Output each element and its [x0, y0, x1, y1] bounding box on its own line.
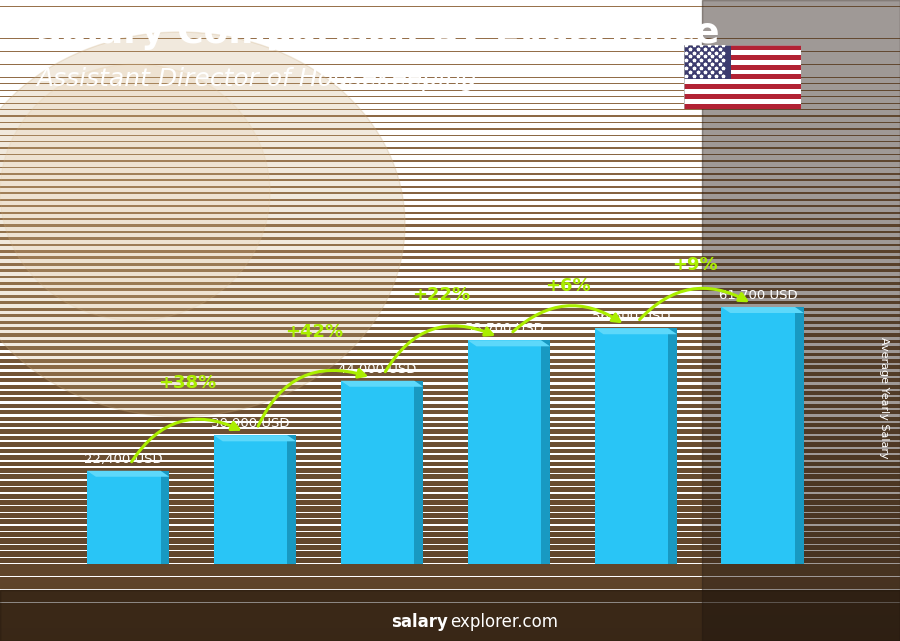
- Text: +42%: +42%: [285, 323, 343, 341]
- Bar: [684, 85, 801, 89]
- Bar: [468, 340, 541, 564]
- Text: 61,700 USD: 61,700 USD: [719, 289, 797, 302]
- Bar: [684, 89, 801, 94]
- Polygon shape: [468, 340, 550, 346]
- Bar: [684, 54, 801, 60]
- Text: salary: salary: [392, 613, 448, 631]
- Polygon shape: [595, 328, 677, 334]
- Polygon shape: [341, 381, 423, 387]
- Text: +38%: +38%: [158, 374, 216, 392]
- Polygon shape: [87, 470, 169, 477]
- Text: 53,700 USD: 53,700 USD: [465, 322, 544, 335]
- Bar: [87, 470, 160, 564]
- Text: +6%: +6%: [545, 277, 590, 295]
- Text: Salary Comparison By Experience: Salary Comparison By Experience: [36, 16, 719, 50]
- Bar: [684, 74, 801, 79]
- Text: 56,600 USD: 56,600 USD: [592, 310, 670, 323]
- Bar: [684, 65, 801, 69]
- Ellipse shape: [0, 64, 270, 321]
- Text: 22,400 USD: 22,400 USD: [85, 453, 163, 466]
- Bar: [684, 79, 801, 85]
- Bar: [684, 104, 801, 109]
- Bar: [684, 45, 731, 79]
- Bar: [684, 60, 801, 65]
- Text: +22%: +22%: [412, 286, 470, 304]
- Text: 44,000 USD: 44,000 USD: [338, 363, 417, 376]
- Bar: [684, 69, 801, 74]
- Bar: [684, 45, 801, 50]
- Text: +9%: +9%: [672, 256, 717, 274]
- Bar: [684, 94, 801, 99]
- Ellipse shape: [0, 32, 405, 417]
- Bar: [684, 50, 801, 54]
- Polygon shape: [722, 307, 804, 313]
- Text: Assistant Director of Housekeeping: Assistant Director of Housekeeping: [36, 67, 477, 91]
- Text: Average Yearly Salary: Average Yearly Salary: [879, 337, 889, 458]
- Polygon shape: [214, 435, 296, 442]
- Bar: [684, 99, 801, 104]
- Bar: [722, 307, 795, 564]
- Text: explorer.com: explorer.com: [450, 613, 558, 631]
- Bar: [341, 381, 414, 564]
- Bar: [214, 435, 287, 564]
- Bar: [595, 328, 668, 564]
- Text: 30,900 USD: 30,900 USD: [212, 417, 290, 430]
